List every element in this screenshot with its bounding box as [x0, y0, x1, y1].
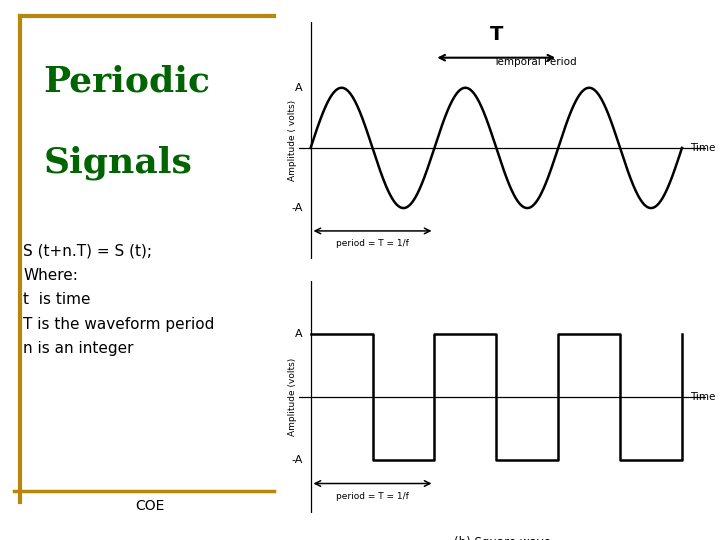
Y-axis label: Amplitude ( volts): Amplitude ( volts) [289, 100, 297, 181]
Text: (b) Square wave: (b) Square wave [454, 536, 551, 540]
Text: (a) Sine wave: (a) Sine wave [462, 283, 542, 296]
Text: A: A [295, 83, 302, 93]
Text: Temporal Period: Temporal Period [492, 57, 576, 67]
Text: Time: Time [690, 143, 715, 153]
Text: Time: Time [690, 392, 715, 402]
Text: A: A [295, 329, 302, 339]
Text: -A: -A [292, 455, 302, 464]
Text: T: T [490, 25, 503, 44]
Text: period = T = 1/f: period = T = 1/f [336, 239, 409, 248]
Text: Signals: Signals [43, 146, 192, 180]
Y-axis label: Amplitude (volts): Amplitude (volts) [289, 358, 297, 436]
Text: -A: -A [292, 203, 302, 213]
Text: COE: COE [135, 499, 164, 513]
Text: period = T = 1/f: period = T = 1/f [336, 492, 409, 501]
Text: S (t+n.T) = S (t);
Where:
t  is time
T is the waveform period
n is an integer: S (t+n.T) = S (t); Where: t is time T is… [23, 243, 215, 356]
Text: Periodic: Periodic [43, 65, 210, 99]
